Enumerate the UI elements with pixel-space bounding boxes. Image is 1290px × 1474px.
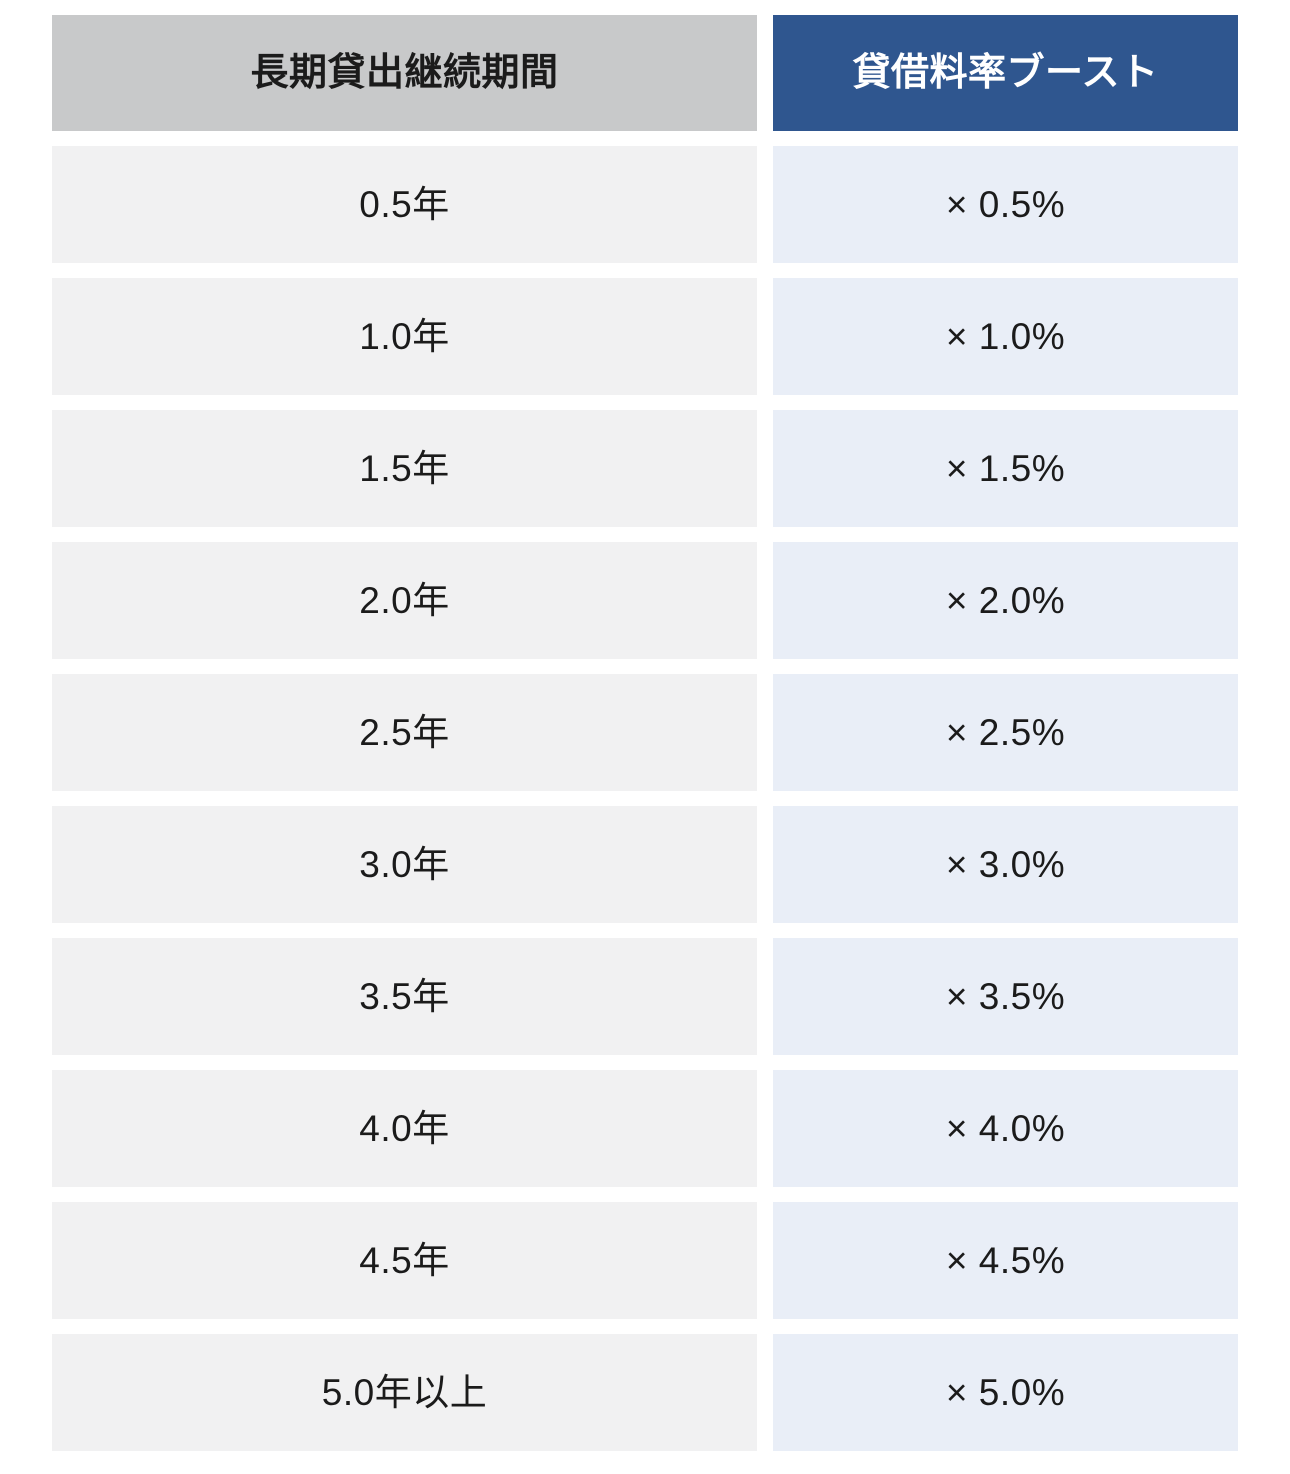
- rate-boost-cell: × 2.5%: [773, 674, 1238, 791]
- rate-boost-cell: × 1.5%: [773, 410, 1238, 527]
- rate-boost-cell: × 4.0%: [773, 1070, 1238, 1187]
- rate-boost-cell: × 1.0%: [773, 278, 1238, 395]
- rate-boost-cell: × 4.5%: [773, 1202, 1238, 1319]
- column-header-rate-boost: 貸借料率ブースト: [773, 15, 1238, 131]
- column-header-lending-period: 長期貸出継続期間: [52, 15, 757, 131]
- lending-period-cell: 0.5年: [52, 146, 757, 263]
- lending-period-cell: 1.5年: [52, 410, 757, 527]
- rate-boost-cell: × 3.5%: [773, 938, 1238, 1055]
- lending-period-cell: 4.5年: [52, 1202, 757, 1319]
- rate-boost-cell: × 5.0%: [773, 1334, 1238, 1451]
- lending-period-cell: 4.0年: [52, 1070, 757, 1187]
- lending-period-cell: 3.0年: [52, 806, 757, 923]
- rate-boost-cell: × 2.0%: [773, 542, 1238, 659]
- lending-period-cell: 2.5年: [52, 674, 757, 791]
- lending-boost-table: 長期貸出継続期間 貸借料率ブースト 0.5年 × 0.5% 1.0年 × 1.0…: [52, 15, 1238, 1451]
- lending-period-cell: 1.0年: [52, 278, 757, 395]
- lending-period-cell: 2.0年: [52, 542, 757, 659]
- lending-period-cell: 3.5年: [52, 938, 757, 1055]
- lending-period-cell: 5.0年以上: [52, 1334, 757, 1451]
- rate-boost-cell: × 0.5%: [773, 146, 1238, 263]
- rate-boost-cell: × 3.0%: [773, 806, 1238, 923]
